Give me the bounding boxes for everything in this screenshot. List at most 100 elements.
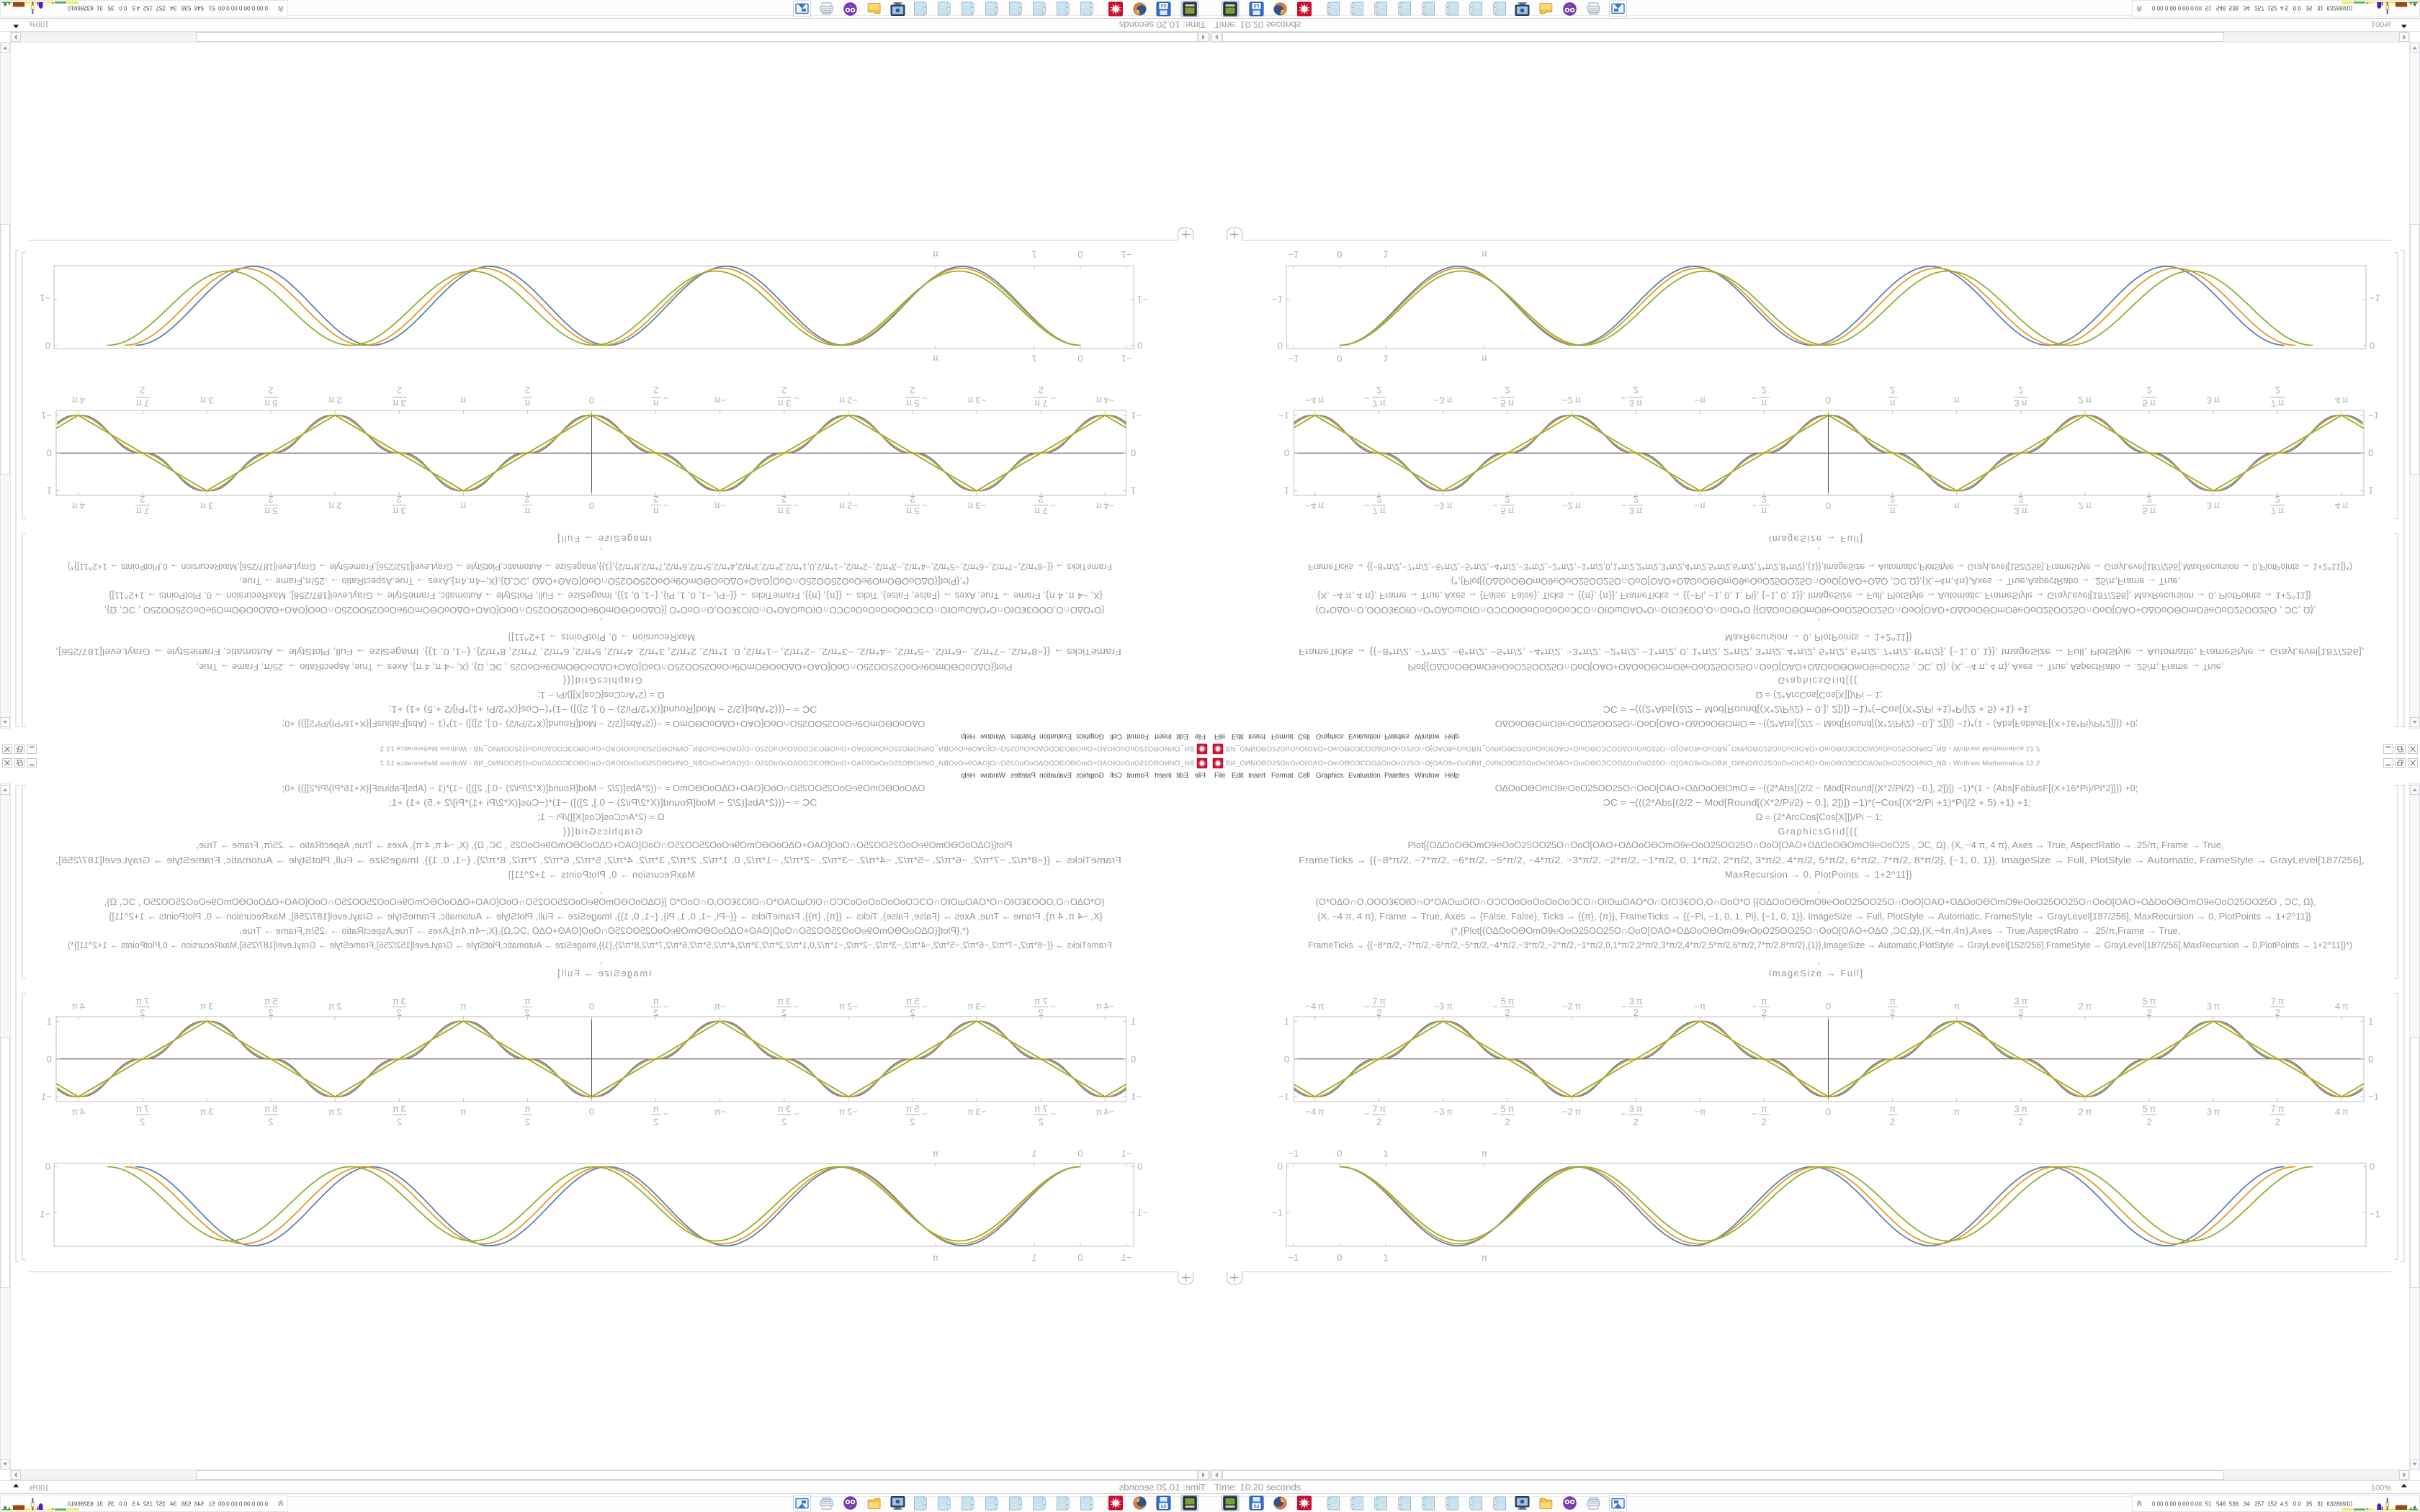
svg-text:0: 0 xyxy=(1826,395,1831,406)
svg-text:64: 64 xyxy=(1161,3,1167,8)
svg-text:3 π: 3 π xyxy=(2014,1104,2027,1115)
svg-text:π: π xyxy=(1953,1001,1960,1012)
svg-text:−π: −π xyxy=(1694,395,1706,406)
svg-text:0: 0 xyxy=(2370,1161,2375,1172)
svg-text:7 π: 7 π xyxy=(2271,996,2285,1007)
svg-text:0: 0 xyxy=(45,341,50,351)
svg-text:4 π: 4 π xyxy=(2335,1107,2349,1117)
svg-text:2: 2 xyxy=(525,1007,530,1018)
svg-text:2 π: 2 π xyxy=(328,395,342,406)
svg-text:0.00 0.00 0.00 0.00 51 546: 0.00 0.00 0.00 0.00 51 546 536 34 257 15… xyxy=(67,1501,268,1508)
svg-text:−: − xyxy=(1050,500,1056,511)
svg-text:2: 2 xyxy=(2275,1117,2280,1128)
svg-text:1: 1 xyxy=(1284,1016,1289,1027)
svg-text:−3 π: −3 π xyxy=(1434,1107,1453,1117)
svg-text:−1: −1 xyxy=(1131,1092,1142,1102)
svg-text:0: 0 xyxy=(1077,1252,1083,1263)
svg-text:−: − xyxy=(1050,1002,1056,1012)
svg-text:−4 π: −4 π xyxy=(1305,1001,1324,1012)
svg-text:2: 2 xyxy=(653,1117,658,1128)
svg-text:0: 0 xyxy=(1337,354,1342,364)
svg-text:−1: −1 xyxy=(2370,293,2380,304)
svg-text:5 π: 5 π xyxy=(2143,996,2156,1007)
svg-text:2: 2 xyxy=(910,1117,915,1128)
svg-text:π: π xyxy=(1761,996,1767,1007)
svg-text:π: π xyxy=(524,398,531,409)
svg-text:−1: −1 xyxy=(1278,410,1289,420)
svg-text:0: 0 xyxy=(589,395,594,406)
svg-text:1: 1 xyxy=(1284,485,1289,496)
svg-text:0: 0 xyxy=(1077,354,1083,364)
svg-text:3 π: 3 π xyxy=(1629,996,1643,1007)
svg-text:π: π xyxy=(932,249,938,260)
svg-text:−1: −1 xyxy=(1137,294,1148,305)
svg-text:2: 2 xyxy=(268,385,273,396)
svg-text:3 π: 3 π xyxy=(1629,1104,1643,1115)
svg-text:−1: −1 xyxy=(1272,294,1283,305)
svg-text:−1: −1 xyxy=(1131,410,1142,420)
svg-text:−1: −1 xyxy=(40,1209,50,1220)
svg-text:−: − xyxy=(794,393,799,404)
svg-text:7 π: 7 π xyxy=(1034,505,1048,516)
svg-text:0: 0 xyxy=(1137,341,1142,351)
svg-text:100%: 100% xyxy=(2371,1484,2391,1493)
svg-text:0: 0 xyxy=(589,1107,594,1117)
svg-text:−1: −1 xyxy=(2370,1209,2380,1220)
svg-text:2: 2 xyxy=(653,494,658,505)
svg-text:−: − xyxy=(922,500,928,511)
svg-text:64: 64 xyxy=(1254,1505,1260,1510)
svg-text:2: 2 xyxy=(397,494,402,505)
svg-text:−π: −π xyxy=(714,500,726,511)
svg-text:−: − xyxy=(1492,393,1498,404)
svg-text:π: π xyxy=(460,500,467,511)
svg-text:1: 1 xyxy=(1131,485,1136,496)
svg-text:3 π: 3 π xyxy=(393,505,406,516)
svg-text:2: 2 xyxy=(1890,1117,1895,1128)
svg-text:−2 π: −2 π xyxy=(839,500,858,511)
svg-text:2: 2 xyxy=(2275,1007,2280,1018)
svg-text:3 π: 3 π xyxy=(777,996,791,1007)
svg-text:7 π: 7 π xyxy=(135,996,149,1007)
svg-text:2: 2 xyxy=(1039,1007,1044,1018)
svg-text:−1: −1 xyxy=(1289,1148,1299,1159)
svg-text:7 π: 7 π xyxy=(2271,505,2285,516)
svg-text:2: 2 xyxy=(910,385,915,396)
svg-text:Time: 10.20 seconds: Time: 10.20 seconds xyxy=(1119,1482,1206,1493)
svg-text:2: 2 xyxy=(140,1007,145,1018)
svg-text:1: 1 xyxy=(1131,1016,1136,1027)
svg-text:2: 2 xyxy=(653,1007,658,1018)
svg-text:π: π xyxy=(1761,1104,1767,1115)
svg-text:0: 0 xyxy=(2368,448,2373,459)
svg-text:2: 2 xyxy=(1376,385,1381,396)
svg-text:0: 0 xyxy=(1077,249,1083,260)
svg-text:−: − xyxy=(794,500,799,511)
svg-text:2: 2 xyxy=(268,1117,273,1128)
svg-text:7 π: 7 π xyxy=(135,505,149,516)
svg-text:2: 2 xyxy=(910,494,915,505)
svg-text:π: π xyxy=(524,505,531,516)
svg-text:0: 0 xyxy=(1278,1161,1283,1172)
svg-text:−π: −π xyxy=(714,1001,726,1012)
svg-text:2: 2 xyxy=(1634,1117,1639,1128)
svg-text:−: − xyxy=(1621,1109,1626,1120)
svg-text:0: 0 xyxy=(1278,341,1283,351)
svg-text:−2 π: −2 π xyxy=(1562,395,1581,406)
svg-text:2: 2 xyxy=(1505,494,1510,505)
svg-text:π: π xyxy=(932,354,938,364)
svg-text:3 π: 3 π xyxy=(393,1104,406,1115)
svg-text:−π: −π xyxy=(1694,500,1706,511)
svg-text:2: 2 xyxy=(268,1007,273,1018)
svg-text:π: π xyxy=(1482,249,1488,260)
svg-text:−: − xyxy=(1621,393,1626,404)
svg-text:3 π: 3 π xyxy=(393,398,406,409)
svg-text:0: 0 xyxy=(1131,448,1136,459)
svg-text:2: 2 xyxy=(1376,1007,1381,1018)
svg-text:3 π: 3 π xyxy=(1629,505,1643,516)
svg-text:π: π xyxy=(460,1001,467,1012)
svg-text:1: 1 xyxy=(47,1016,52,1027)
svg-text:0: 0 xyxy=(1337,1148,1342,1159)
svg-text:0: 0 xyxy=(1337,249,1342,260)
svg-text:−: − xyxy=(663,393,669,404)
svg-text:4 π: 4 π xyxy=(71,1001,85,1012)
svg-text:−: − xyxy=(1621,1002,1626,1012)
